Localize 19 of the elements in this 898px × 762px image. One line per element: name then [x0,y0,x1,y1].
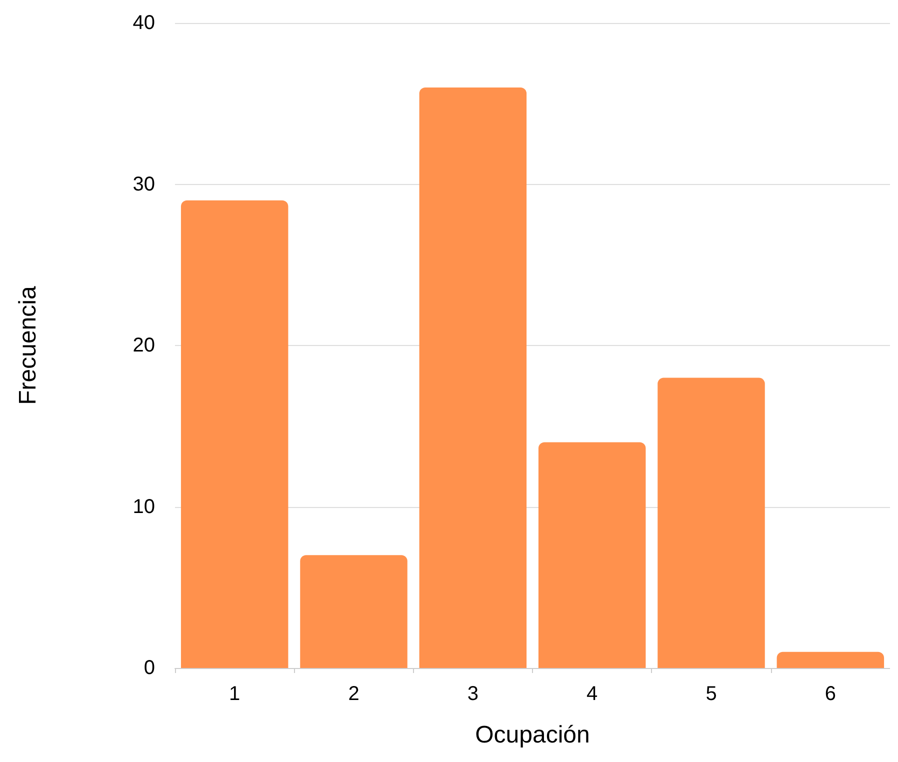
x-tick-label: 2 [348,683,360,705]
bar [658,378,765,668]
bar [419,88,527,668]
y-tick-label: 30 [132,173,155,196]
y-tick-label: 0 [144,657,155,679]
y-tick-label: 20 [132,334,155,356]
bar [538,442,646,668]
x-axis-title: Ocupación [475,722,590,748]
x-tick-label: 6 [824,683,836,705]
bar [180,200,288,668]
x-tick-label: 1 [229,683,240,705]
y-tick-label: 40 [132,12,155,34]
x-tick-label: 3 [467,683,478,705]
bar [776,652,884,668]
bar [300,555,408,668]
y-axis-title: Frecuencia [14,285,42,405]
y-tick-label: 10 [132,496,155,518]
x-tick-label: 5 [706,683,717,705]
x-tick-label: 4 [586,683,598,705]
